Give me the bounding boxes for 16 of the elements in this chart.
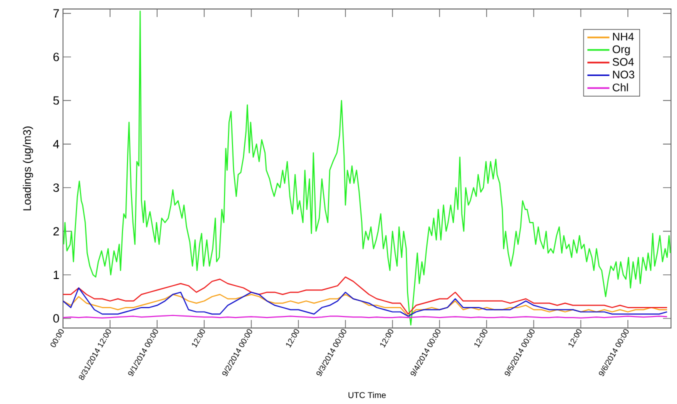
y-tick-label: 7 (53, 9, 59, 18)
legend-label: NH4 (613, 32, 634, 40)
y-tick-label: 4 (53, 140, 60, 148)
y-tick-label: 2 (53, 227, 59, 236)
y-tick-label: 6 (53, 52, 59, 62)
legend-label: SO4 (612, 58, 634, 66)
x-axis-title: UTC Time (348, 392, 386, 398)
legend-label: Org (612, 45, 630, 56)
y-tick-label: 0 (53, 314, 60, 323)
y-tick-label: 1 (54, 270, 59, 279)
y-axis-title: Loadings (ug/m3) (22, 126, 34, 210)
y-tick-label: 3 (53, 183, 59, 192)
line-series (63, 10, 671, 326)
legend-label: NO3 (613, 70, 634, 78)
y-tick-label: 5 (53, 96, 59, 105)
legend-label: Chl (612, 83, 628, 92)
